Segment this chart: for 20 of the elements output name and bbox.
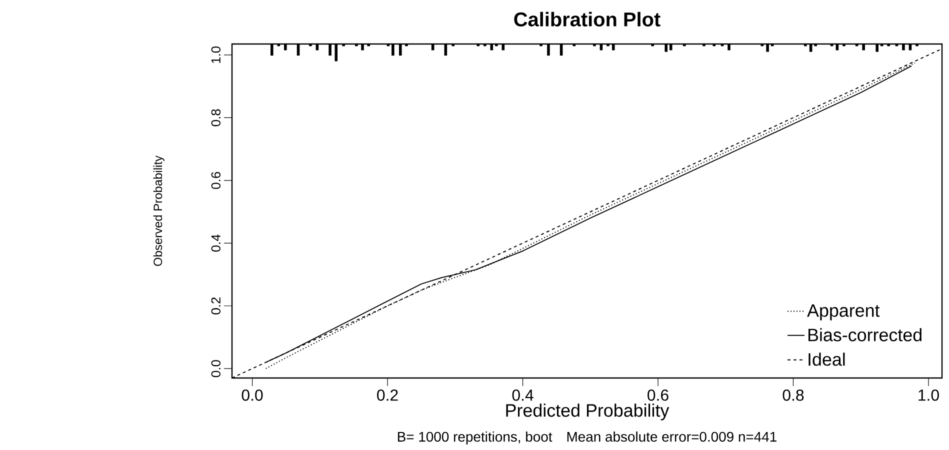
x-tick-label: 0.2 [377, 390, 398, 401]
legend-label: Apparent [807, 304, 880, 320]
x-tick-label: 0.4 [512, 390, 534, 401]
text: Mean absolute error=0.009 n=441 [567, 431, 776, 442]
chart-title: Calibration Plot [514, 12, 660, 26]
x-tick-label: 1.0 [918, 390, 939, 401]
y-tick-label: 0.0 [211, 360, 220, 378]
x-tick-label: 0.6 [648, 390, 668, 401]
text: B= 1000 repetitions, boot [398, 431, 552, 444]
x-axis-title: Predicted Probability [506, 404, 670, 420]
y-tick-label: 0.2 [211, 298, 220, 314]
y-axis-title: Observed Probability [153, 156, 164, 266]
y-tick-label: 0.4 [211, 234, 220, 252]
x-tick-label: 0.0 [242, 390, 263, 401]
y-tick-label: 0.6 [211, 172, 220, 189]
legend-label: Ideal [808, 352, 845, 366]
y-tick-label: 0.8 [211, 109, 220, 126]
legend-label: Bias-corrected [808, 328, 922, 342]
y-tick-label: 1.0 [211, 46, 220, 63]
x-tick-label: 0.8 [782, 390, 804, 401]
